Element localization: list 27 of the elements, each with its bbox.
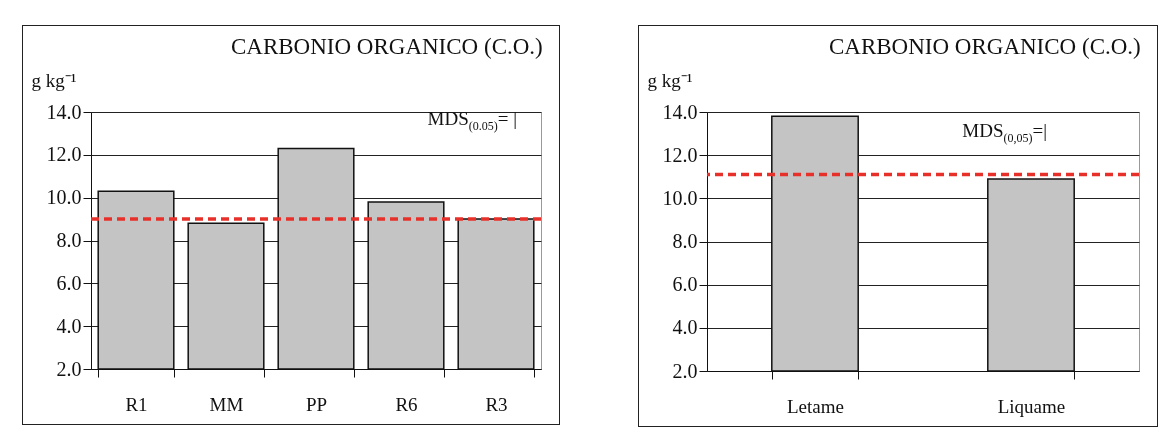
y-axis-title: g kg⁻¹ xyxy=(31,69,77,91)
y-tick-label: 8.0 xyxy=(672,230,698,252)
x-tick-label: R1 xyxy=(125,393,148,415)
y-tick-label: 14.0 xyxy=(46,100,82,123)
annotation: MDS$_{(0.05)}$= | xyxy=(427,108,517,134)
x-tick-label: R6 xyxy=(395,393,418,415)
y-axis-title: g kg⁻¹ xyxy=(647,69,693,91)
y-tick-label: 10.0 xyxy=(662,186,698,209)
x-tick-label: PP xyxy=(305,393,328,415)
x-tick-label: R3 xyxy=(485,393,508,415)
y-tick-label: 10.0 xyxy=(46,186,82,209)
y-tick-label: 2.0 xyxy=(56,357,82,380)
y-tick-label: 4.0 xyxy=(672,316,698,339)
annotation: MDS$_{(0,05)}$=| xyxy=(962,120,1047,146)
y-tick-label: 8.0 xyxy=(56,229,82,251)
y-tick-label: 2.0 xyxy=(672,359,698,382)
y-tick-label: 12.0 xyxy=(662,143,698,166)
y-tick-label: 14.0 xyxy=(662,100,698,123)
y-tick-label: 6.0 xyxy=(56,271,82,294)
chart-title: CARBONIO ORGANICO (C.O.) xyxy=(828,34,1141,59)
x-tick-label: Liquame xyxy=(997,395,1066,417)
chart-title: CARBONIO ORGANICO (C.O.) xyxy=(230,34,543,59)
y-tick-label: 4.0 xyxy=(56,314,82,337)
x-tick-label: Letame xyxy=(787,395,844,417)
y-tick-label: 12.0 xyxy=(46,143,82,166)
y-tick-label: 6.0 xyxy=(672,273,698,296)
x-tick-label: MM xyxy=(209,393,244,415)
